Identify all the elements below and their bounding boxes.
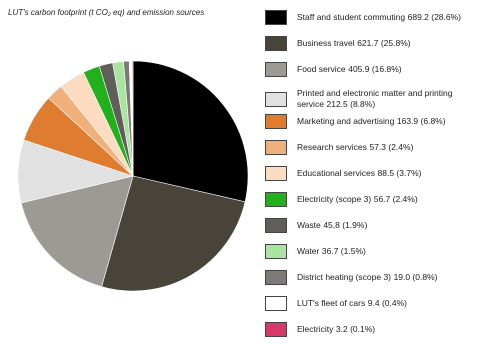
legend-value: 57.3 (2.4%) xyxy=(369,142,414,152)
legend-value: 9.4 (0.4%) xyxy=(367,298,407,308)
pie-slice xyxy=(132,60,249,203)
legend-item: Educational services 88.5 (3.7%) xyxy=(265,166,477,181)
legend-item: Printed and electronic matter and printi… xyxy=(265,88,477,110)
legend-item: Marketing and advertising 163.9 (6.8%) xyxy=(265,114,477,129)
legend-item: Water 36.7 (1.5%) xyxy=(265,244,477,259)
legend-value: 163.9 (6.8%) xyxy=(396,116,446,126)
legend-value: 621.7 (25.8%) xyxy=(357,38,411,48)
legend-item: Waste 45,8 (1.9%) xyxy=(265,218,477,233)
legend-text: LUT's fleet of cars 9.4 (0.4%) xyxy=(297,298,477,309)
legend-swatch xyxy=(265,322,287,337)
legend-label: Research services xyxy=(297,142,367,152)
legend-label: Waste xyxy=(297,220,321,230)
legend-item: Research services 57.3 (2.4%) xyxy=(265,140,477,155)
legend-swatch xyxy=(265,91,287,107)
legend-label: LUT's fleet of cars xyxy=(297,298,366,308)
pie-slice xyxy=(101,175,246,292)
legend-label: Electricity xyxy=(297,324,334,334)
legend-text: Water 36.7 (1.5%) xyxy=(297,246,477,257)
legend-label: District heating (scope 3) xyxy=(297,272,392,282)
legend-text: Printed and electronic matter and printi… xyxy=(297,88,477,110)
legend-text: Electricity 3.2 (0.1%) xyxy=(297,324,477,335)
legend-swatch xyxy=(265,166,287,181)
pie-slice xyxy=(131,60,134,177)
legend-swatch xyxy=(265,296,287,311)
legend-value: 212.5 (8.8%) xyxy=(326,99,376,109)
legend-text: Research services 57.3 (2.4%) xyxy=(297,142,477,153)
legend-text: District heating (scope 3) 19.0 (0.8%) xyxy=(297,272,477,283)
legend-item: Staff and student commuting 689.2 (28.6%) xyxy=(265,10,477,25)
legend-label: Food service xyxy=(297,64,346,74)
legend-swatch xyxy=(265,192,287,207)
legend-value: 56.7 (2.4%) xyxy=(373,194,418,204)
legend-value: 19.0 (0.8%) xyxy=(393,272,438,282)
legend-text: Marketing and advertising 163.9 (6.8%) xyxy=(297,116,477,127)
chart xyxy=(17,60,249,292)
legend-value: 36.7 (1.5%) xyxy=(321,246,366,256)
legend-swatch xyxy=(265,10,287,25)
legend-value: 405.9 (16.8%) xyxy=(348,64,402,74)
legend-item: Electricity (scope 3) 56.7 (2.4%) xyxy=(265,192,477,207)
legend-text: Food service 405.9 (16.8%) xyxy=(297,64,477,75)
legend-swatch xyxy=(265,62,287,77)
legend-value: 88.5 (3.7%) xyxy=(377,168,422,178)
chart-title: LUT's carbon footprint (t CO₂ eq) and em… xyxy=(8,8,205,17)
legend-text: Business travel 621.7 (25.8%) xyxy=(297,38,477,49)
legend-label: Water xyxy=(297,246,320,256)
legend-text: Waste 45,8 (1.9%) xyxy=(297,220,477,231)
legend-value: 45,8 (1.9%) xyxy=(323,220,368,230)
legend-item: LUT's fleet of cars 9.4 (0.4%) xyxy=(265,296,477,311)
legend-label: Business travel xyxy=(297,38,355,48)
legend-text: Educational services 88.5 (3.7%) xyxy=(297,168,477,179)
legend-value: 689.2 (28.6%) xyxy=(407,12,462,22)
pie-slice xyxy=(20,175,134,288)
legend-label: Marketing and advertising xyxy=(297,116,395,126)
legend-item: Food service 405.9 (16.8%) xyxy=(265,62,477,77)
legend-text: Electricity (scope 3) 56.7 (2.4%) xyxy=(297,194,477,205)
legend-swatch xyxy=(265,270,287,285)
legend-value: 3.2 (0.1%) xyxy=(335,324,376,334)
legend-label: Electricity (scope 3) xyxy=(297,194,372,204)
legend-item: Electricity 3.2 (0.1%) xyxy=(265,322,477,337)
legend-swatch xyxy=(265,36,287,51)
legend-label: Printed and electronic matter and printi… xyxy=(297,88,453,109)
legend-swatch xyxy=(265,114,287,129)
legend-label: Staff and student commuting xyxy=(297,12,406,22)
legend-item: Business travel 621.7 (25.8%) xyxy=(265,36,477,51)
legend-label: Educational services xyxy=(297,168,375,178)
legend-swatch xyxy=(265,218,287,233)
legend-swatch xyxy=(265,140,287,155)
legend-swatch xyxy=(265,244,287,259)
legend-item: District heating (scope 3) 19.0 (0.8%) xyxy=(265,270,477,285)
legend-text: Staff and student commuting 689.2 (28.6%) xyxy=(297,12,477,23)
